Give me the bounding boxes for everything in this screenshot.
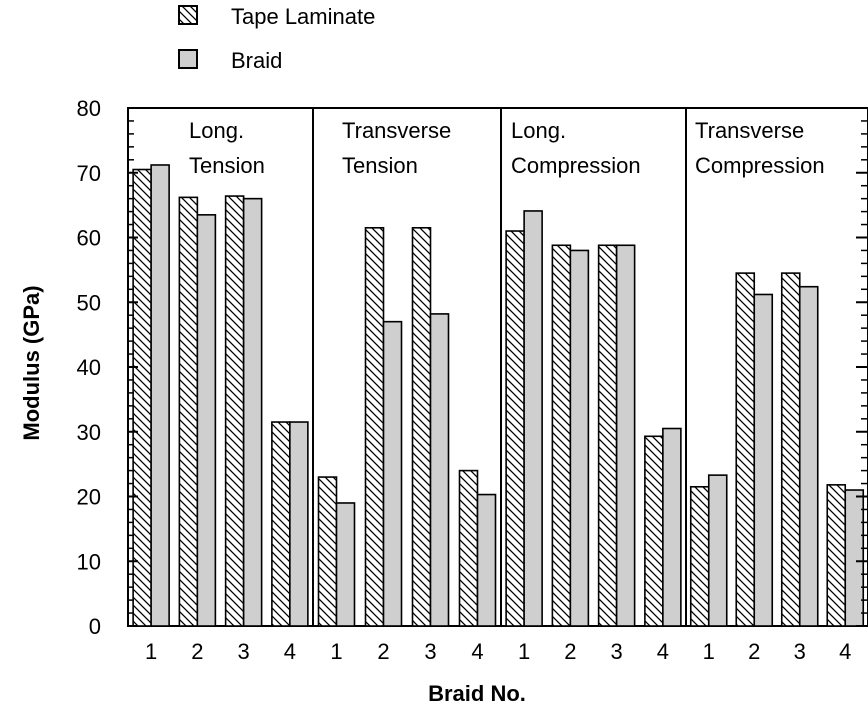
bar-braid-group-3-braid-3 bbox=[615, 244, 636, 627]
legend-item-tape: Tape Laminate bbox=[178, 4, 375, 29]
bar-braid-group-2-braid-2 bbox=[382, 320, 403, 627]
legend-swatch-tape bbox=[178, 5, 198, 25]
bar-braid-group-1-braid-3 bbox=[242, 197, 263, 627]
bar-tape-group-2-braid-2 bbox=[364, 226, 385, 627]
x-tick-label-group-2-1: 1 bbox=[330, 639, 342, 664]
x-axis-tick-labels: 1 2 3 4 1 2 3 4 1 2 3 4 1 2 3 4 bbox=[145, 639, 851, 664]
bar-tape-group-4-braid-3 bbox=[780, 272, 801, 627]
bar-tape-group-1-braid-4 bbox=[271, 421, 291, 627]
y-tick-label-10: 10 bbox=[77, 549, 101, 574]
x-tick-label-group-2-3: 3 bbox=[424, 639, 436, 664]
legend-item-braid: Braid bbox=[178, 48, 282, 73]
bar-tape-group-1-braid-3 bbox=[224, 195, 245, 627]
group-dividers bbox=[312, 108, 687, 626]
bar-tape-group-2-braid-1 bbox=[317, 476, 338, 627]
legend-swatch-braid bbox=[178, 49, 198, 69]
group-label-line2-1: Tension bbox=[189, 153, 265, 178]
group-label-line1-3: Long. bbox=[511, 118, 566, 143]
group-label-line2-4: Compression bbox=[695, 153, 825, 178]
bar-braid-group-2-braid-1 bbox=[335, 502, 356, 627]
bar-tape-group-3-braid-1 bbox=[505, 230, 525, 627]
x-tick-label-group-3-4: 4 bbox=[657, 639, 669, 664]
bar-tape-group-2-braid-3 bbox=[411, 226, 432, 627]
bar-braid-group-1-braid-2 bbox=[196, 214, 217, 627]
group-label-line1-1: Long. bbox=[189, 118, 244, 143]
y-tick-label-50: 50 bbox=[77, 290, 101, 315]
bar-tape-group-4-braid-2 bbox=[735, 272, 756, 627]
y-tick-label-30: 30 bbox=[77, 420, 101, 445]
bar-tape-group-1-braid-2 bbox=[178, 196, 199, 627]
bar-tape-group-3-braid-4 bbox=[644, 435, 664, 627]
bar-braid-group-3-braid-2 bbox=[569, 249, 590, 627]
x-tick-label-group-4-4: 4 bbox=[839, 639, 851, 664]
bar-braid-group-3-braid-1 bbox=[523, 210, 543, 627]
bar-braid-group-4-braid-3 bbox=[798, 285, 819, 627]
x-tick-label-group-3-3: 3 bbox=[611, 639, 623, 664]
x-axis-label: Braid No. bbox=[428, 681, 526, 706]
x-tick-label-group-2-4: 4 bbox=[471, 639, 483, 664]
bar-braid-group-2-braid-3 bbox=[429, 313, 450, 627]
bar-tape-group-3-braid-3 bbox=[597, 244, 618, 627]
legend-label-tape: Tape Laminate bbox=[231, 4, 375, 29]
x-tick-label-group-4-1: 1 bbox=[703, 639, 715, 664]
bar-braid-group-1-braid-1 bbox=[150, 164, 170, 627]
x-tick-label-group-3-2: 2 bbox=[564, 639, 576, 664]
group-label-line1-2: Transverse bbox=[342, 118, 451, 143]
x-tick-label-group-4-2: 2 bbox=[748, 639, 760, 664]
bar-braid-group-4-braid-2 bbox=[753, 293, 774, 627]
y-tick-label-80: 80 bbox=[77, 96, 101, 121]
y-tick-label-40: 40 bbox=[77, 355, 101, 380]
bars bbox=[132, 164, 865, 627]
x-tick-label-group-1-2: 2 bbox=[191, 639, 203, 664]
x-tick-label-group-1-1: 1 bbox=[145, 639, 157, 664]
y-tick-label-70: 70 bbox=[77, 161, 101, 186]
y-tick-label-0: 0 bbox=[89, 614, 101, 639]
bar-tape-group-2-braid-4 bbox=[458, 469, 479, 627]
x-tick-label-group-1-3: 3 bbox=[238, 639, 250, 664]
group-label-line1-4: Transverse bbox=[695, 118, 804, 143]
x-tick-label-group-3-1: 1 bbox=[518, 639, 530, 664]
bar-braid-group-2-braid-4 bbox=[476, 493, 497, 627]
y-tick-label-20: 20 bbox=[77, 485, 101, 510]
y-axis: 0 10 20 30 40 50 60 70 80 bbox=[77, 96, 138, 639]
bar-braid-group-4-braid-4 bbox=[844, 489, 865, 627]
group-labels: Long. Tension Transverse Tension Long. Compre… bbox=[189, 118, 825, 178]
group-label-line2-2: Tension bbox=[342, 153, 418, 178]
legend: Tape Laminate Braid bbox=[178, 4, 375, 73]
x-tick-label-group-1-4: 4 bbox=[284, 639, 296, 664]
y-tick-label-60: 60 bbox=[77, 226, 101, 251]
bar-tape-group-4-braid-1 bbox=[689, 485, 710, 627]
x-tick-label-group-2-2: 2 bbox=[377, 639, 389, 664]
bar-braid-group-4-braid-1 bbox=[707, 474, 728, 627]
bar-tape-group-3-braid-2 bbox=[551, 244, 572, 627]
group-label-line2-3: Compression bbox=[511, 153, 641, 178]
bar-tape-group-4-braid-4 bbox=[826, 484, 847, 627]
bar-braid-group-3-braid-4 bbox=[662, 427, 682, 627]
bar-braid-group-1-braid-4 bbox=[289, 421, 309, 627]
x-tick-label-group-4-3: 3 bbox=[794, 639, 806, 664]
y-axis-label: Modulus (GPa) bbox=[19, 285, 44, 440]
plot-area: 0 10 20 30 40 50 60 70 80 Long. Tension Transverse… bbox=[77, 96, 868, 664]
legend-label-braid: Braid bbox=[231, 48, 282, 73]
right-axis-ticks bbox=[856, 107, 868, 627]
